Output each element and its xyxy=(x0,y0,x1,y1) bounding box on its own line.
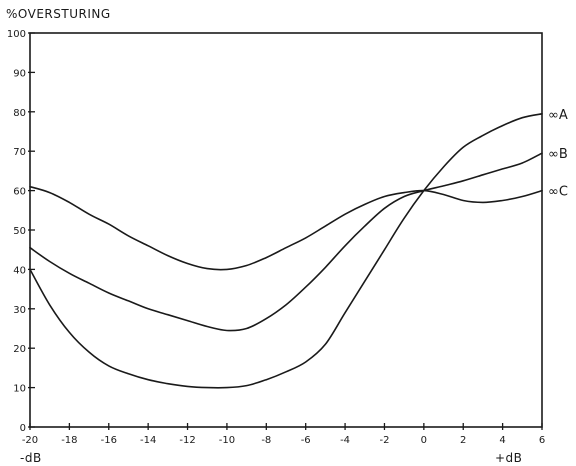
y-tick-label: 60 xyxy=(13,187,26,198)
y-tick-label: 70 xyxy=(13,147,26,158)
y-tick-label: 40 xyxy=(13,265,26,276)
x-tick-label: -8 xyxy=(261,435,271,446)
y-axis: 0 10 20 30 40 50 60 70 80 90 100 xyxy=(7,29,35,434)
y-tick-label: 100 xyxy=(7,29,26,40)
x-tick-label: -4 xyxy=(340,435,350,446)
x-tick-label: 2 xyxy=(460,435,466,446)
series-label-0: ∞A xyxy=(548,108,568,123)
series-label-2: ∞C xyxy=(548,185,568,200)
y-tick-label: 20 xyxy=(13,344,26,355)
x-tick-label: -10 xyxy=(219,435,235,446)
series-labels: ∞A ∞B ∞C xyxy=(548,108,568,200)
x-tick-label: -12 xyxy=(179,435,195,446)
x-tick-label: -16 xyxy=(101,435,117,446)
x-tick-label: -20 xyxy=(22,435,38,446)
x-tick-label: 4 xyxy=(499,435,505,446)
x-axis-title-positive: +dB xyxy=(495,451,522,465)
x-axis: -20 -18 -16 -14 -12 -10 -8 -6 -4 -2 0 2 4 6 xyxy=(22,423,545,446)
x-tick-label: 6 xyxy=(539,435,545,446)
plot-frame xyxy=(29,32,543,428)
y-tick-label: 30 xyxy=(13,305,26,316)
y-axis-title: %OVERSTURING xyxy=(6,7,111,21)
y-tick-label: 80 xyxy=(13,108,26,119)
plot-area xyxy=(29,113,543,389)
y-tick-label: 0 xyxy=(20,423,26,434)
y-tick-label: 50 xyxy=(13,226,26,237)
series-line-0 xyxy=(29,113,543,389)
y-tick-label: 90 xyxy=(13,68,26,79)
x-tick-label: -2 xyxy=(379,435,389,446)
series-line-1 xyxy=(29,152,543,332)
series-line-2 xyxy=(29,185,543,271)
x-axis-title-negative: -dB xyxy=(20,451,42,465)
series-label-1: ∞B xyxy=(548,147,568,162)
x-tick-label: 0 xyxy=(421,435,427,446)
x-tick-label: -18 xyxy=(61,435,77,446)
x-tick-label: -14 xyxy=(140,435,156,446)
x-tick-label: -6 xyxy=(301,435,311,446)
y-tick-label: 10 xyxy=(13,384,26,395)
